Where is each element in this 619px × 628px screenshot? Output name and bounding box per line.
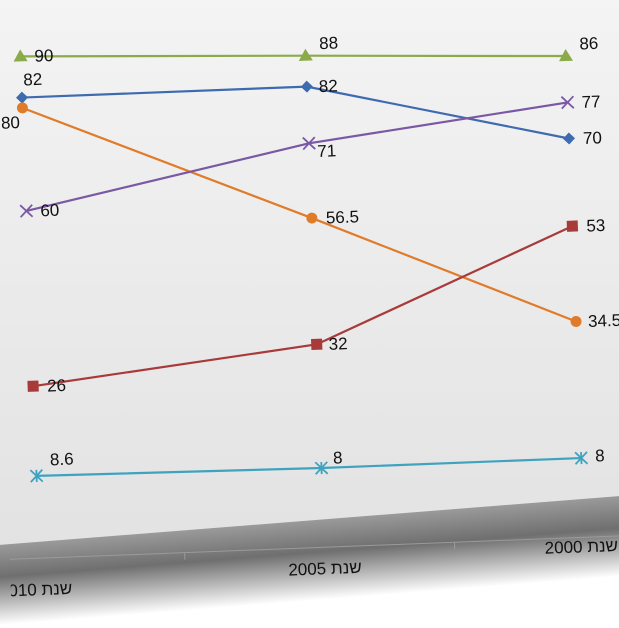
x-tick-label-2: שנת 2005 xyxy=(288,558,362,580)
data-label-s5-p1: 26 xyxy=(47,376,67,396)
data-label-s2-p1: 82 xyxy=(23,70,43,90)
x-tick-labels: שנת 2010 שנת 2005 שנת 2000 xyxy=(0,536,619,601)
marker-s5-p1 xyxy=(27,380,38,391)
data-label-s3-p3: 34.5 xyxy=(588,311,619,331)
marker-s3-p3 xyxy=(570,316,581,327)
data-label-s6-p2: 8 xyxy=(333,448,343,467)
x-axis-line xyxy=(0,535,619,560)
series-line-4 xyxy=(23,102,571,211)
series-line-1 xyxy=(20,35,565,77)
data-label-s1-p2: 88 xyxy=(319,33,339,53)
marker-s5-p3 xyxy=(567,220,578,231)
series-line-3 xyxy=(22,87,576,342)
marker-s2-p2 xyxy=(301,80,313,92)
data-label-s4-p2: 71 xyxy=(317,141,337,161)
data-label-s2-p2: 82 xyxy=(318,76,338,96)
data-label-s3-p1: 80 xyxy=(1,113,21,133)
data-label-s4-p1: 60 xyxy=(40,201,60,221)
marker-s2-p1 xyxy=(16,91,28,103)
x-tick-label-1: שנת 2010 xyxy=(0,579,73,601)
series-line-6 xyxy=(37,455,582,479)
data-label-s4-p3: 77 xyxy=(581,92,601,112)
data-label-s3-p2: 56.5 xyxy=(326,207,360,227)
marker-s3-p1 xyxy=(17,102,28,113)
series-lines xyxy=(20,35,581,479)
marker-s3-p2 xyxy=(306,212,317,223)
data-label-s6-p3: 8 xyxy=(595,446,605,465)
marker-s2-p3 xyxy=(563,132,575,144)
marker-s5-p2 xyxy=(311,339,322,350)
data-label-s1-p3: 86 xyxy=(579,34,599,54)
x-tick-label-3: שנת 2000 xyxy=(544,536,618,558)
series-line-5 xyxy=(28,226,578,386)
data-label-s6-p1: 8.6 xyxy=(50,449,74,469)
data-label-s1-p1: 90 xyxy=(34,46,54,66)
data-label-s5-p3: 53 xyxy=(586,216,606,236)
data-label-s5-p2: 32 xyxy=(328,334,348,354)
data-label-s2-p3: 70 xyxy=(583,128,603,148)
series-markers xyxy=(13,28,588,485)
